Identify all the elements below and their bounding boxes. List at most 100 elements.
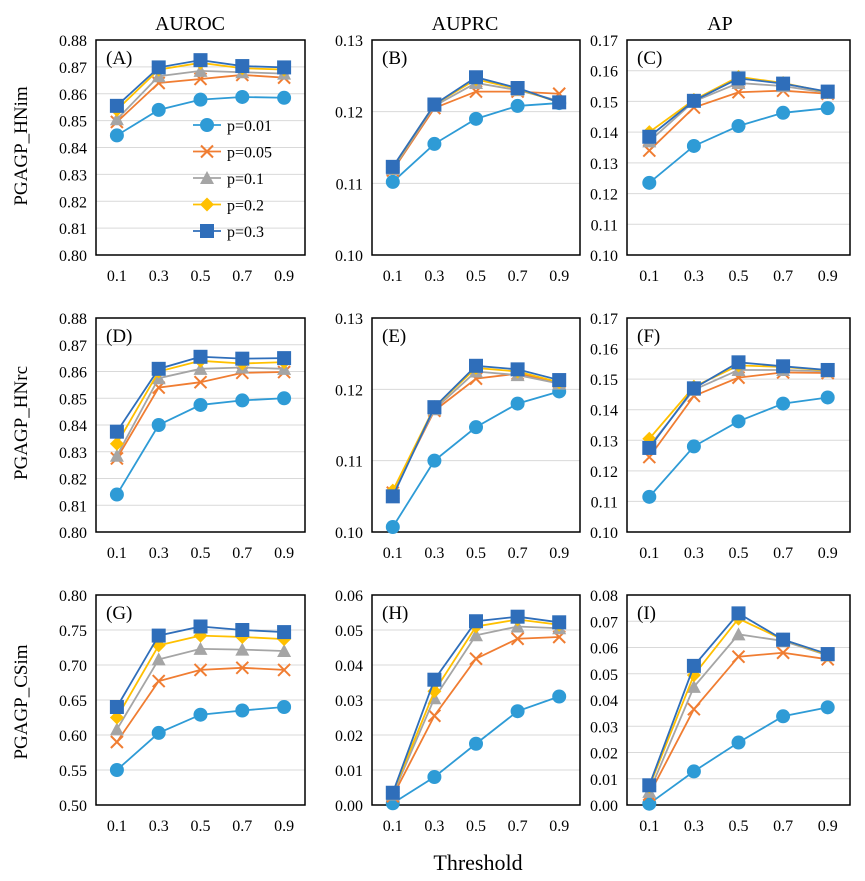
y-tick-label: 0.05 [590, 667, 618, 684]
x-tick-label: 0.1 [107, 268, 127, 285]
y-tick-label: 0.12 [335, 382, 363, 399]
x-tick-label: 0.7 [773, 545, 793, 562]
series-p-0-1 [642, 76, 835, 148]
data-point [277, 625, 292, 640]
series-line [116, 371, 285, 459]
y-tick-label: 0.65 [59, 693, 87, 710]
data-point [109, 436, 124, 451]
legend-label: p=0.2 [227, 198, 264, 215]
data-point-stroke-b [427, 709, 442, 723]
series-p-0-3 [109, 349, 292, 439]
series-p-0-01 [642, 390, 835, 504]
data-point [109, 700, 124, 714]
x-tick-label: 0.9 [549, 545, 569, 562]
data-point [510, 704, 525, 719]
y-tick-label: 0.08 [590, 588, 618, 605]
data-point [510, 98, 525, 113]
series-p-0-01 [642, 700, 835, 811]
x-tick-label: 0.9 [818, 268, 838, 285]
y-tick-label: 0.55 [59, 763, 87, 780]
data-point [731, 606, 746, 621]
panel-g: 0.50 0.55 0.60 0.65 0.70 0.75 0.80 0.1 0.3 0.5 0.7… [59, 588, 306, 835]
series-p-0-3 [642, 71, 835, 144]
series-line [648, 617, 828, 787]
y-tick-label: 0.10 [590, 525, 618, 542]
data-point [193, 361, 208, 375]
data-point-stroke-b [277, 663, 291, 677]
y-tick-label: 0.85 [59, 391, 87, 408]
data-point [427, 400, 442, 415]
row-label-hnrc: PGAGP_HNrc [11, 366, 32, 480]
x-tick-label: 0.5 [466, 818, 486, 835]
y-tick-label: 0.70 [59, 658, 87, 675]
x-tick-label: 0.3 [424, 268, 444, 285]
y-tick-label: 0.15 [590, 372, 618, 389]
data-point [109, 487, 124, 502]
x-tick-label: 0.5 [729, 268, 749, 285]
y-tick-label: 0.10 [590, 248, 618, 265]
plot-frame [371, 594, 581, 806]
plot-frame [371, 39, 581, 256]
x-tick-label: 0.3 [684, 818, 704, 835]
series-p-0-05 [110, 661, 291, 749]
legend: p=0.01 p=0.05 p=0.1 p=0.2 p=0.3 [193, 118, 272, 241]
plot-frame [626, 594, 851, 806]
panel-b: 0.10 0.11 0.12 0.13 0.1 0.3 0.5 0.7 0.9 (B) [335, 33, 581, 285]
y-tick-label: 0.83 [59, 167, 87, 184]
panel-label: (A) [106, 48, 132, 69]
y-tick-label: 0.01 [590, 772, 618, 789]
data-point [686, 93, 701, 108]
x-tick-label: 0.7 [232, 268, 252, 285]
data-point [686, 764, 701, 779]
data-point [235, 393, 250, 408]
x-tick-label: 0.9 [274, 818, 294, 835]
data-point [642, 778, 657, 793]
y-tick-label: 0.75 [59, 623, 87, 640]
legend-marker [200, 224, 214, 238]
x-tick-label: 0.1 [639, 818, 659, 835]
series-p-0-01 [385, 96, 567, 189]
y-tick-label: 0.81 [59, 221, 87, 238]
column-title-ap: AP [707, 13, 733, 35]
x-tick-label: 0.3 [149, 818, 169, 835]
data-point [469, 420, 483, 435]
data-point [235, 623, 250, 637]
series-line [116, 397, 285, 496]
data-point [510, 81, 525, 96]
data-point [776, 359, 791, 374]
legend-label: p=0.05 [227, 145, 272, 162]
data-point [731, 71, 746, 86]
y-tick-label: 0.80 [59, 525, 87, 542]
legend-label: p=0.1 [227, 171, 264, 188]
y-tick-label: 0.11 [336, 176, 363, 193]
y-tick-label: 0.10 [335, 525, 363, 542]
panel-label: (I) [637, 603, 656, 624]
y-tick-label: 0.86 [59, 87, 87, 104]
x-tick-label: 0.3 [149, 545, 169, 562]
y-tick-label: 0.17 [590, 33, 618, 50]
data-point [731, 649, 746, 664]
series-p-0-05 [386, 630, 566, 803]
y-tick-label: 0.87 [59, 338, 87, 355]
data-point [109, 98, 124, 113]
data-point [427, 97, 442, 112]
data-point [193, 92, 208, 107]
data-point [686, 679, 701, 693]
series-p-0-3 [109, 53, 292, 113]
x-tick-label: 0.9 [549, 268, 569, 285]
y-tick-label: 0.13 [590, 433, 618, 450]
x-tick-label: 0.7 [232, 818, 252, 835]
legend-label: p=0.3 [227, 224, 264, 241]
y-tick-label: 0.02 [335, 728, 363, 745]
y-tick-label: 0.82 [59, 472, 87, 489]
panel-label: (C) [637, 48, 662, 69]
x-tick-label: 0.3 [684, 545, 704, 562]
plot-frame [95, 317, 306, 533]
y-tick-label: 0.00 [590, 798, 618, 815]
y-tick-label: 0.81 [59, 498, 87, 515]
data-point [277, 351, 292, 366]
plot-frame [626, 39, 851, 256]
data-point [510, 396, 525, 411]
data-point-stroke-b [687, 702, 701, 716]
